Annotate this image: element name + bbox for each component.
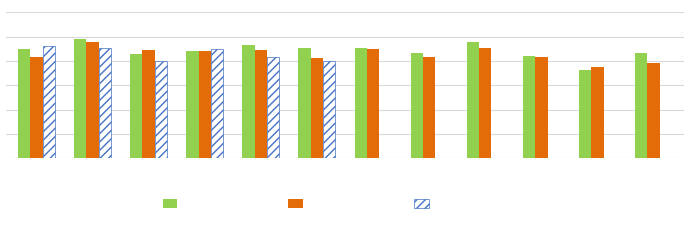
Bar [211, 50, 224, 158]
Bar [186, 51, 199, 158]
Bar [523, 56, 535, 158]
Bar [579, 69, 591, 158]
Bar [479, 48, 491, 158]
Bar [30, 57, 43, 158]
Bar [635, 53, 647, 158]
Bar [242, 45, 255, 158]
Bar [647, 64, 660, 158]
Bar [130, 54, 142, 158]
Bar [99, 48, 111, 158]
Bar [199, 51, 211, 158]
Bar [155, 61, 167, 158]
Bar [423, 57, 435, 158]
Bar [466, 42, 479, 158]
Bar [142, 50, 155, 158]
Bar [355, 48, 367, 158]
Bar [18, 50, 30, 158]
Bar [411, 53, 423, 158]
Bar [323, 61, 335, 158]
Legend: 令和4年度（各月）, 令和5年度（各月）, 令和6年度（各月）: 令和4年度（各月）, 令和5年度（各月）, 令和6年度（各月） [159, 195, 531, 212]
Bar [267, 57, 279, 158]
Bar [535, 57, 548, 158]
Bar [299, 48, 310, 158]
Bar [86, 42, 99, 158]
Bar [591, 67, 604, 158]
Bar [310, 58, 323, 158]
Bar [43, 46, 55, 158]
Bar [74, 39, 86, 158]
Bar [255, 50, 267, 158]
Bar [367, 50, 380, 158]
